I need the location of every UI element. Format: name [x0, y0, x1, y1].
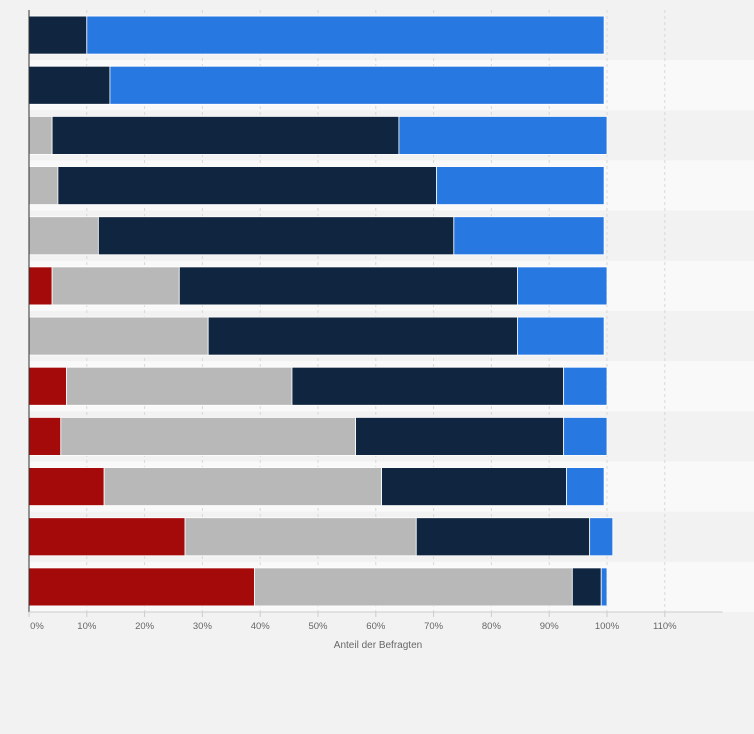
bar-segment	[355, 417, 565, 456]
x-tick-label: 10%	[77, 621, 97, 632]
bar-segment	[291, 366, 565, 406]
x-tick-label: 110%	[653, 621, 677, 632]
x-tick-label: 0%	[30, 621, 44, 632]
bar-segment	[28, 65, 111, 105]
bar-segment	[28, 15, 88, 55]
bar-segment	[254, 567, 573, 607]
bar-segment	[28, 417, 62, 456]
bar-segment	[60, 417, 356, 456]
bar-segment	[28, 166, 59, 205]
x-tick-label: 30%	[193, 621, 213, 632]
bar-segment	[28, 116, 53, 155]
bar-segment	[28, 366, 67, 406]
x-tick-label: 20%	[135, 621, 155, 632]
bar-segment	[66, 366, 293, 406]
bar-segment	[563, 417, 608, 456]
bar-segment	[28, 567, 255, 607]
x-tick-label: 40%	[251, 621, 271, 632]
bar-segment	[517, 316, 605, 356]
bar-segment	[28, 316, 209, 356]
bar-segment	[57, 166, 437, 205]
bar-segment	[589, 517, 614, 557]
bar-segment	[28, 216, 99, 256]
bar-segment	[109, 65, 605, 105]
x-tick-label: 60%	[366, 621, 386, 632]
bar-segment	[381, 467, 567, 506]
bar-segment	[28, 467, 105, 506]
x-tick-label: 70%	[424, 621, 444, 632]
gridlines	[86, 10, 666, 612]
bar-segment	[103, 467, 382, 506]
bar-segment	[28, 266, 53, 306]
bar-segment	[566, 467, 605, 506]
bar-segment	[398, 116, 608, 155]
bar-segment	[563, 366, 608, 406]
x-tick-label: 50%	[308, 621, 328, 632]
bar-segment	[51, 266, 180, 306]
x-axis-label: Anteil der Befragten	[334, 640, 422, 651]
bar-segment	[600, 567, 608, 607]
bar-segment	[207, 316, 518, 356]
bar-segment	[51, 116, 400, 155]
bar-segment	[453, 216, 605, 256]
bar-segment	[97, 216, 455, 256]
x-axis: 0% 10% 20% 30% 40% 50% 60% 70% 80% 90% 100% 110%	[28, 10, 723, 632]
bar-segment	[86, 15, 605, 55]
x-tick-label: 80%	[482, 621, 502, 632]
bar-segment	[436, 166, 605, 205]
bar-segment	[28, 517, 186, 557]
bar-segment	[184, 517, 417, 557]
bar-segment	[517, 266, 608, 306]
bars	[28, 15, 614, 607]
x-tick-label: 90%	[540, 621, 560, 632]
bar-segment	[571, 567, 602, 607]
x-tick-label: 100%	[595, 621, 620, 632]
bar-segment	[178, 266, 518, 306]
bar-segment	[415, 517, 591, 557]
